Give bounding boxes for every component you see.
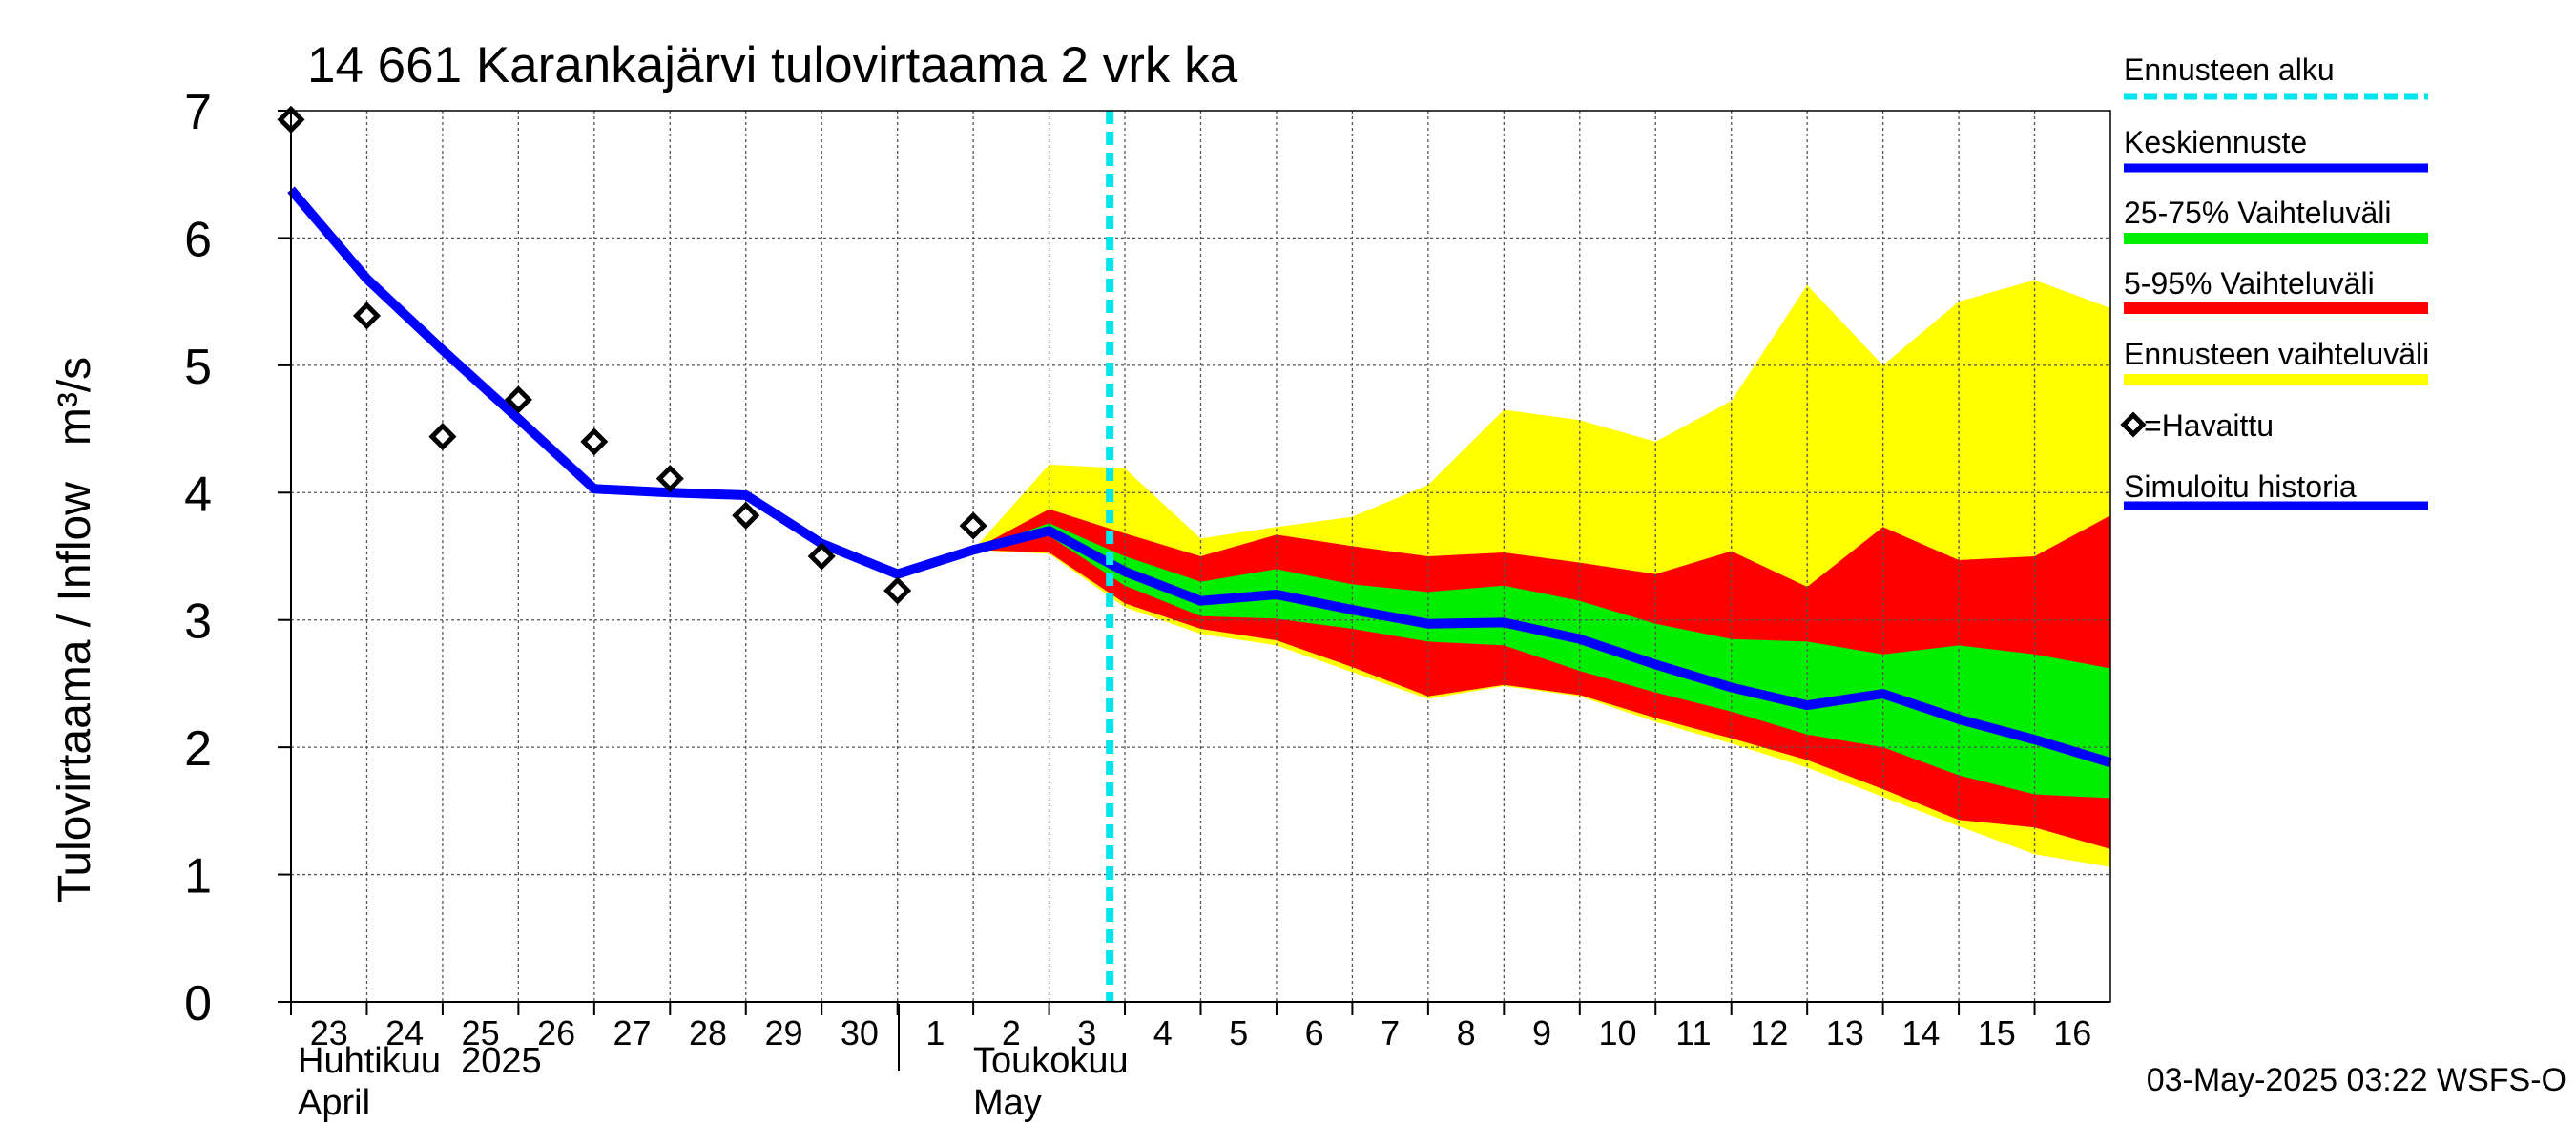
legend-label: 25-75% Vaihteluväli (2124, 196, 2391, 230)
x-tick-label: 6 (1305, 1013, 1324, 1052)
x-tick-label: 25 (462, 1013, 500, 1052)
observed-markers (277, 105, 987, 605)
y-axis-ticks: 0 1 2 3 4 5 6 7 (184, 85, 291, 1031)
x-tick-label: 4 (1153, 1013, 1173, 1052)
x-tick-label: 24 (385, 1013, 424, 1052)
legend-label: Ennusteen vaihteluväli (2124, 337, 2429, 371)
x-tick-label: 16 (2053, 1013, 2091, 1052)
x-tick-label: 11 (1675, 1013, 1711, 1052)
y-tick-label: 0 (184, 976, 212, 1031)
y-axis-title: Tulovirtaama / Inflow (50, 482, 100, 903)
month-label-april-fi: Huhtikuu 2025 (298, 1041, 542, 1081)
x-axis-ticks: 23 24 25 26 27 28 29 30 1 2 3 4 5 6 7 8 9 10 11 12 13 14 15 16 (290, 1002, 2091, 1052)
x-tick-label: 13 (1826, 1013, 1864, 1052)
y-tick-label: 6 (184, 212, 212, 267)
y-axis-label-group: Tulovirtaama / Inflow m³/s (50, 357, 100, 903)
month-label-april-en: April (298, 1083, 370, 1123)
x-tick-label: 27 (613, 1013, 652, 1052)
x-tick-label: 23 (310, 1013, 348, 1052)
legend-label: 5-95% Vaihteluväli (2124, 266, 2375, 301)
x-tick-label: 26 (537, 1013, 575, 1052)
legend-label: Ennusteen alku (2124, 52, 2335, 87)
x-tick-label: 12 (1750, 1013, 1788, 1052)
observed-point (732, 501, 760, 530)
observed-point (807, 542, 836, 571)
chart-title: 14 661 Karankajärvi tulovirtaama 2 vrk k… (307, 37, 1238, 94)
observed-point (504, 385, 532, 414)
x-tick-label: 29 (764, 1013, 802, 1052)
x-tick-label: 30 (841, 1013, 879, 1052)
legend-marker-diamond (2120, 411, 2147, 438)
y-tick-label: 2 (184, 721, 212, 777)
legend-label: =Havaittu (2144, 408, 2274, 443)
y-tick-label: 3 (184, 594, 212, 650)
legend: Ennusteen alku Keskiennuste 25-75% Vaihtel… (2120, 52, 2429, 510)
y-axis-label: Tulovirtaama / Inflow m³/s (50, 357, 100, 903)
observed-point (428, 423, 457, 451)
month-label-may-en: May (973, 1083, 1042, 1123)
x-tick-label: 2 (1002, 1013, 1021, 1052)
y-tick-label: 5 (184, 340, 212, 395)
observed-point (352, 302, 381, 330)
y-tick-label: 7 (184, 85, 212, 140)
x-tick-label: 28 (689, 1013, 727, 1052)
series-lines (287, 186, 2112, 767)
x-tick-label: 14 (1901, 1013, 1940, 1052)
y-axis-unit: m³/s (50, 357, 100, 446)
mean-forecast-line (971, 526, 2112, 767)
y-tick-label: 4 (184, 467, 212, 522)
y-tick-label: 1 (184, 849, 212, 905)
observed-point (580, 427, 609, 456)
simulated-history-line (287, 186, 1050, 579)
x-tick-label: 7 (1381, 1013, 1400, 1052)
observed-point (655, 465, 684, 493)
x-tick-label: 9 (1532, 1013, 1551, 1052)
footer-timestamp: 03-May-2025 03:22 WSFS-O (2147, 1062, 2566, 1098)
month-label-may-fi: Toukokuu (973, 1041, 1129, 1081)
x-tick-label: 10 (1598, 1013, 1636, 1052)
legend-label: Simuloitu historia (2124, 469, 2357, 504)
x-tick-label: 5 (1229, 1013, 1248, 1052)
x-tick-label: 3 (1077, 1013, 1096, 1052)
legend-label: Keskiennuste (2124, 125, 2307, 159)
x-tick-label: 1 (925, 1013, 945, 1052)
x-tick-label: 8 (1457, 1013, 1476, 1052)
x-tick-label: 15 (1978, 1013, 2016, 1052)
plot-area (277, 105, 2112, 1003)
observed-point (883, 576, 912, 605)
observed-point (959, 511, 987, 540)
